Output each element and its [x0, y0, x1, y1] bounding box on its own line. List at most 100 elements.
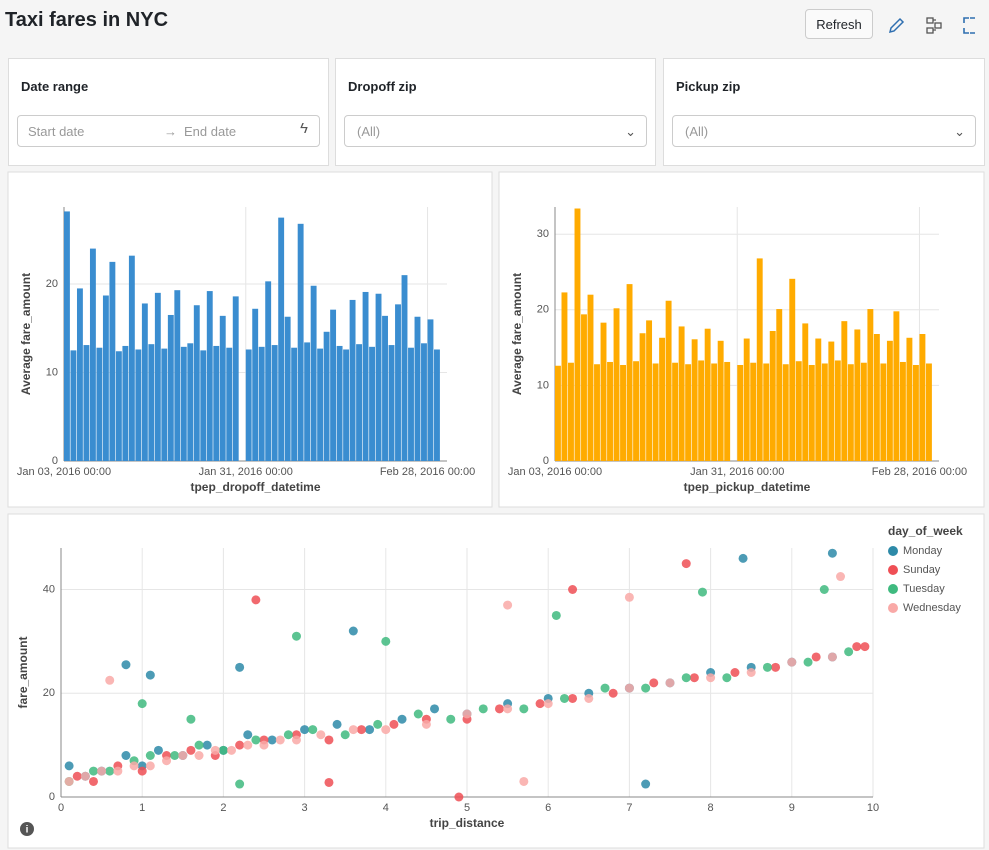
- bar: [867, 309, 874, 461]
- x-axis-title: tpep_dropoff_datetime: [190, 480, 320, 494]
- x-tick-label: 2: [220, 802, 226, 814]
- fullscreen-icon[interactable]: [963, 17, 975, 34]
- point: [559, 693, 569, 703]
- bar: [841, 321, 848, 461]
- schedule-icon[interactable]: [926, 17, 942, 34]
- bar: [828, 341, 835, 461]
- refresh-button[interactable]: Refresh: [805, 9, 873, 39]
- point: [153, 745, 163, 755]
- y-tick-label: 0: [49, 791, 55, 803]
- x-tick-label: 3: [302, 802, 308, 814]
- legend-label: Sunday: [903, 564, 941, 576]
- filter-label: Date range: [21, 79, 89, 94]
- bar: [382, 315, 388, 461]
- bar: [115, 351, 122, 461]
- point: [584, 693, 594, 703]
- bar: [122, 345, 129, 461]
- point: [324, 735, 334, 745]
- bar: [193, 305, 200, 461]
- point: [210, 745, 220, 755]
- point: [227, 745, 237, 755]
- point: [771, 662, 781, 672]
- end-placeholder: End date: [184, 124, 237, 139]
- point: [535, 699, 545, 709]
- bar: [148, 344, 155, 461]
- bar: [408, 347, 414, 461]
- legend-label: Tuesday: [903, 583, 945, 595]
- point: [348, 725, 358, 735]
- point: [697, 587, 707, 597]
- bar: [219, 315, 226, 461]
- point: [681, 673, 691, 683]
- bar: [912, 364, 919, 461]
- point: [316, 730, 326, 740]
- point: [129, 761, 139, 771]
- point: [235, 779, 245, 789]
- bar: [607, 361, 613, 461]
- bar: [258, 346, 265, 461]
- pickup-select[interactable]: (All) ⌄: [672, 115, 976, 147]
- point: [113, 766, 123, 776]
- edit-icon[interactable]: [888, 17, 905, 34]
- point: [503, 704, 513, 714]
- point: [72, 771, 82, 781]
- bar: [925, 363, 932, 461]
- legend-swatch: [888, 565, 898, 575]
- quick-icon[interactable]: ϟ: [300, 120, 308, 137]
- point: [194, 740, 204, 750]
- point: [243, 740, 253, 750]
- point: [811, 652, 821, 662]
- point: [608, 688, 618, 698]
- point: [624, 592, 634, 602]
- bar: [401, 275, 408, 461]
- bar: [200, 350, 207, 461]
- bar: [665, 300, 672, 461]
- point: [641, 683, 651, 693]
- bar: [427, 319, 434, 461]
- point: [373, 719, 383, 729]
- bar: [284, 316, 291, 461]
- bar: [271, 345, 278, 461]
- bar: [633, 361, 640, 461]
- bar: [252, 308, 259, 461]
- bar: [672, 362, 679, 461]
- point: [186, 745, 196, 755]
- point: [746, 668, 756, 677]
- start-placeholder: Start date: [28, 124, 85, 139]
- x-tick-label: Jan 03, 2016 00:00: [17, 466, 111, 478]
- bar: [278, 217, 285, 461]
- point: [137, 766, 147, 776]
- bar: [128, 255, 135, 461]
- bar: [743, 338, 750, 461]
- filter-card: Date range Start date → End date ϟ: [8, 58, 329, 166]
- legend-label: Wednesday: [903, 602, 961, 614]
- point: [494, 704, 504, 714]
- point: [137, 699, 147, 709]
- bar: [802, 323, 809, 461]
- bar: [362, 291, 369, 461]
- bar: [375, 293, 382, 461]
- point: [332, 719, 342, 729]
- bar: [698, 360, 705, 461]
- bar: [652, 363, 659, 461]
- bar: [880, 363, 887, 461]
- bar: [581, 314, 587, 461]
- point: [681, 559, 691, 569]
- chevron: ⌄: [954, 124, 965, 139]
- point: [145, 761, 155, 771]
- point: [462, 709, 472, 719]
- point: [568, 585, 578, 594]
- bar: [919, 334, 926, 461]
- point: [283, 730, 293, 740]
- info-icon[interactable]: [20, 822, 34, 836]
- dropoff-select[interactable]: (All) ⌄: [344, 115, 647, 147]
- point: [324, 777, 334, 787]
- bar: [769, 330, 776, 461]
- point: [291, 631, 301, 641]
- point: [80, 771, 90, 781]
- bar: [873, 334, 880, 461]
- date-range-input[interactable]: Start date → End date ϟ: [17, 115, 320, 147]
- bar: [685, 364, 692, 461]
- x-tick-label: 9: [789, 802, 795, 814]
